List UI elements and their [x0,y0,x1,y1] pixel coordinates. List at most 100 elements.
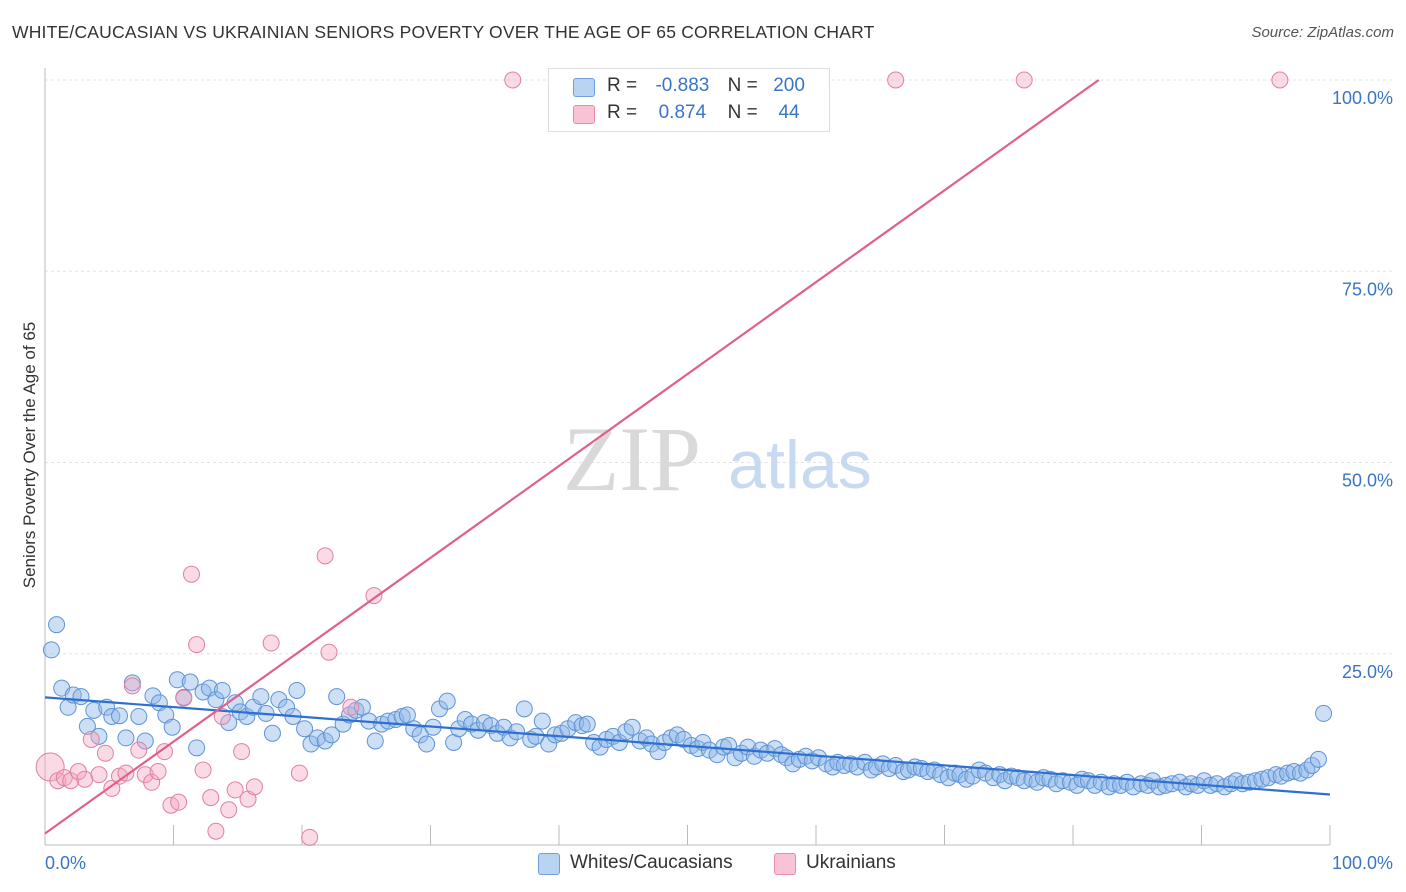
ukrainians-points [35,71,1289,846]
point-whites [163,718,181,736]
point-whites [578,715,596,733]
point-whites [1002,767,1020,785]
point-whites [220,714,238,732]
legend-n-label: N = [727,75,758,96]
legend-swatch-ukrainians [573,105,595,124]
trend-line-ukrainians [44,79,1100,835]
point-whites [181,673,199,691]
point-whites [366,732,384,750]
point-whites [418,735,436,753]
source-credit: Source: ZipAtlas.com [1251,24,1394,41]
point-whites [136,732,154,750]
point-ukrainians [202,789,220,807]
point-ukrainians [262,634,280,652]
point-ukrainians [316,547,334,565]
legend-text-ukrainians: R = 0.874 N = 44 [607,102,815,124]
point-ukrainians [130,741,148,759]
point-whites [1298,761,1316,779]
point-ukrainians [226,781,244,799]
point-ukrainians [194,761,212,779]
x-tick-label-min: 0.0% [45,853,86,873]
point-ukrainians [887,71,905,89]
legend-n-value-ukrainians: 44 [778,102,800,123]
point-whites [398,706,416,724]
point-ukrainians [290,764,308,782]
point-whites [527,727,545,745]
bottom-legend-swatch-whites [538,853,560,875]
legend-r-value-whites: -0.883 [655,75,710,96]
point-ukrainians [143,773,161,791]
point-ukrainians [76,770,94,788]
point-whites [42,641,60,659]
point-whites [623,718,641,736]
point-ukrainians [90,766,108,784]
point-whites [1105,775,1123,793]
point-ukrainians [213,707,231,725]
y-axis-label: Seniors Poverty Over the Age of 65 [20,321,39,589]
point-ukrainians [82,730,100,748]
y-tick-label-100: 100.0% [1332,88,1393,108]
point-whites [353,698,371,716]
point-ukrainians [365,587,383,605]
point-whites [463,715,481,733]
point-ukrainians [245,778,263,796]
point-ukrainians [96,744,114,762]
point-whites [117,729,135,747]
point-ukrainians [220,801,238,819]
point-whites [288,681,306,699]
point-ukrainians [117,764,135,782]
bottom-legend-label-whites: Whites/Caucasians [570,852,733,873]
legend-n-value-whites: 200 [773,75,805,96]
point-whites [85,701,103,719]
tick-labels: 25.0% 50.0% 75.0% 100.0% 0.0% 100.0% [45,88,1393,873]
watermark: ZIP atlas [563,408,872,510]
legend-r-label: R = [607,102,638,123]
grid-lines [45,79,1395,655]
point-whites [1309,750,1327,768]
point-whites [316,732,334,750]
point-ukrainians [1015,71,1033,89]
point-whites [302,735,320,753]
point-whites [130,707,148,725]
point-ukrainians [188,636,206,654]
whites-points [42,616,1333,796]
point-ukrainians [170,793,188,811]
x-tick-label-max: 100.0% [1332,853,1393,873]
point-whites [438,692,456,710]
point-whites [207,691,225,709]
point-ukrainians [123,677,141,695]
point-ukrainians [175,689,193,707]
y-tick-label-75: 75.0% [1342,279,1393,299]
point-ukrainians [156,743,174,761]
legend-n-label: N = [727,102,758,123]
trend-lines [44,79,1331,835]
axes [44,68,1331,846]
trend-line-whites [44,696,1331,796]
point-whites [1315,704,1333,722]
point-whites [533,712,551,730]
point-whites [188,739,206,757]
point-whites [78,717,96,735]
point-whites [48,616,66,634]
point-whites [328,688,346,706]
watermark-zip: ZIP [563,408,701,510]
chart-title: WHITE/CAUCASIAN VS UKRAINIAN SENIORS POV… [12,22,875,42]
point-whites [411,726,429,744]
point-ukrainians [182,565,200,583]
point-whites [263,724,281,742]
bottom-legend-swatch-ukrainians [774,853,796,875]
legend-r-label: R = [607,75,638,96]
point-ukrainians [149,763,167,781]
point-whites [1303,756,1321,774]
point-ukrainians [320,643,338,661]
legend-text-whites: R = -0.883 N = 200 [607,75,815,97]
point-ukrainians [103,779,121,797]
point-whites [1240,773,1258,791]
point-ukrainians [1271,71,1289,89]
point-whites [296,720,314,738]
point-whites [1285,763,1303,781]
y-tick-label-25: 25.0% [1342,662,1393,682]
stats-legend: R = -0.883 N = 200 R = 0.874 N = 44 [548,68,830,132]
point-whites [515,700,533,718]
